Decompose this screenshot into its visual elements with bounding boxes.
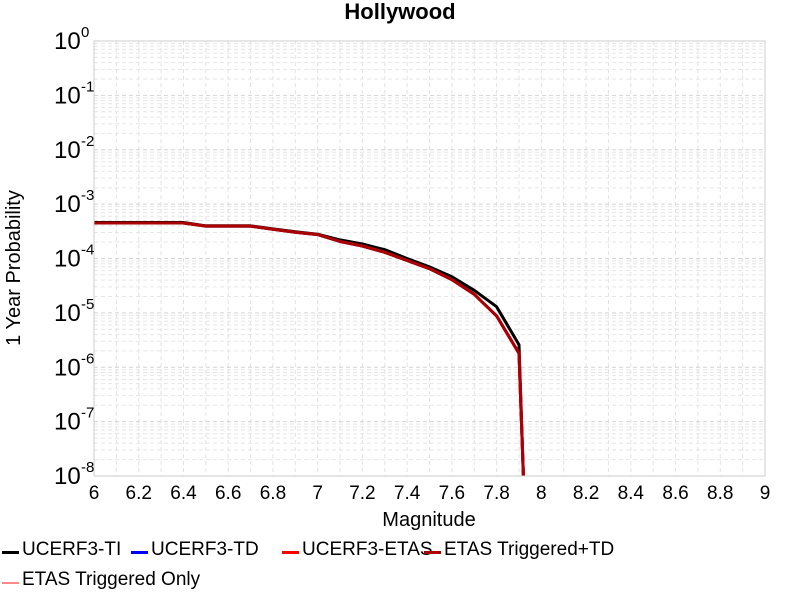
legend-swatch bbox=[2, 551, 19, 554]
y-tick-base: 10 bbox=[54, 463, 81, 490]
chart: Hollywood 6 6.2 6.4 6.6 6.8 7 7.2 7.4 7.6 7.8 8 8.2… bbox=[3, 0, 771, 531]
x-tick-label: 8 bbox=[536, 483, 547, 504]
legend-label: UCERF3-ETAS bbox=[302, 539, 433, 560]
y-tick-exponent: 0 bbox=[81, 24, 89, 41]
y-tick-label: 10 -2 bbox=[54, 133, 94, 164]
plot-border bbox=[93, 40, 766, 477]
y-tick-base: 10 bbox=[54, 246, 81, 273]
x-tick-label: 6.6 bbox=[215, 483, 241, 504]
x-tick-label: 7.8 bbox=[483, 483, 509, 504]
y-tick-exponent: -6 bbox=[81, 350, 94, 367]
x-tick-label: 6.4 bbox=[170, 483, 197, 504]
legend-swatch bbox=[424, 551, 441, 554]
x-tick-label: 6 bbox=[89, 483, 100, 504]
y-tick-base: 10 bbox=[54, 300, 81, 327]
y-tick-label: 10 -3 bbox=[54, 187, 94, 218]
y-tick-exponent: -1 bbox=[81, 78, 94, 95]
y-tick-exponent: -2 bbox=[81, 133, 94, 150]
x-tick-label: 9 bbox=[760, 483, 771, 504]
legend: UCERF3-TI UCERF3-TD UCERF3-ETAS ETAS Trigge… bbox=[0, 536, 800, 600]
y-tick-base: 10 bbox=[54, 191, 81, 218]
legend-item: ETAS Triggered+TD bbox=[424, 538, 614, 562]
chart-title: Hollywood bbox=[344, 0, 455, 24]
series-line bbox=[94, 221, 525, 477]
x-tick-label: 6.2 bbox=[126, 483, 152, 504]
y-tick-label: 10 -7 bbox=[54, 405, 94, 436]
legend-swatch bbox=[282, 551, 299, 554]
series-lines bbox=[94, 221, 525, 477]
x-tick-label: 8.8 bbox=[707, 483, 733, 504]
x-tick-label: 7.6 bbox=[439, 483, 465, 504]
y-tick-base: 10 bbox=[54, 28, 81, 55]
grid bbox=[93, 41, 766, 477]
y-tick-base: 10 bbox=[54, 82, 81, 109]
y-tick-base: 10 bbox=[54, 137, 81, 164]
y-tick-base: 10 bbox=[54, 409, 81, 436]
legend-label: ETAS Triggered Only bbox=[22, 569, 201, 590]
y-tick-base: 10 bbox=[54, 354, 81, 381]
x-tick-label: 8.6 bbox=[662, 483, 688, 504]
y-tick-exponent: -7 bbox=[81, 405, 94, 422]
y-tick-label: 10 -1 bbox=[54, 78, 94, 109]
legend-item: UCERF3-ETAS bbox=[282, 538, 433, 562]
x-tick-labels: 6 6.2 6.4 6.6 6.8 7 7.2 7.4 7.6 7.8 8 8.2 8.4 8.6 8.8 9 bbox=[89, 483, 771, 504]
y-tick-exponent: -4 bbox=[81, 242, 94, 259]
y-tick-label: 10 0 bbox=[54, 24, 89, 55]
legend-item: ETAS Triggered Only bbox=[2, 568, 200, 592]
y-tick-exponent: -3 bbox=[81, 187, 94, 204]
y-tick-exponent: -5 bbox=[81, 296, 94, 313]
legend-label: UCERF3-TD bbox=[151, 539, 259, 560]
legend-label: ETAS Triggered+TD bbox=[444, 539, 615, 560]
legend-label: UCERF3-TI bbox=[22, 539, 122, 560]
y-tick-label: 10 -8 bbox=[54, 459, 94, 490]
y-tick-label: 10 -5 bbox=[54, 296, 94, 327]
x-tick-label: 8.2 bbox=[573, 483, 599, 504]
x-axis-label: Magnitude bbox=[382, 509, 475, 531]
legend-item: UCERF3-TD bbox=[131, 538, 259, 562]
legend-swatch bbox=[2, 581, 19, 584]
legend-item: UCERF3-TI bbox=[2, 538, 121, 562]
y-tick-label: 10 -4 bbox=[54, 242, 94, 273]
x-tick-label: 7 bbox=[312, 483, 323, 504]
x-tick-label: 7.4 bbox=[394, 483, 421, 504]
x-tick-label: 6.8 bbox=[260, 483, 286, 504]
y-tick-exponent: -8 bbox=[81, 459, 94, 476]
y-axis-label: 1 Year Probability bbox=[3, 190, 25, 346]
y-tick-label: 10 -6 bbox=[54, 350, 94, 381]
legend-swatch bbox=[131, 551, 148, 554]
x-tick-label: 7.2 bbox=[349, 483, 375, 504]
x-tick-label: 8.4 bbox=[618, 483, 645, 504]
